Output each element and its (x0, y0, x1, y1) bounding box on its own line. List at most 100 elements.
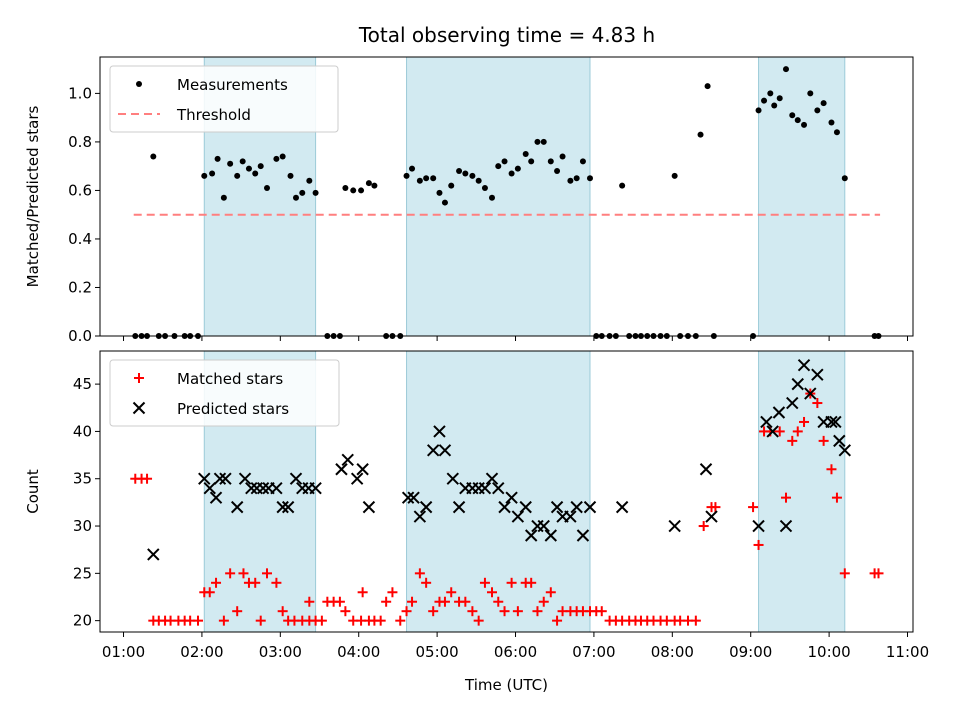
bottom-matched-point (780, 492, 791, 503)
bottom-matched-point (873, 568, 884, 579)
bottom-predicted-point (245, 481, 258, 495)
predicted-marker-b (791, 377, 804, 391)
top-measurement-point (365, 180, 372, 187)
top-measurement-point (579, 158, 586, 165)
bottom-predicted-point (699, 463, 713, 476)
top-measurement-point (403, 172, 410, 179)
top-measurement-point (245, 165, 252, 172)
top-panel-ratio: 0.0 0.2 0.4 0.6 0.8 1.0 Matched/Predicted star… (24, 56, 914, 345)
bottom-predicted-point (519, 500, 532, 514)
predicted-marker-b (537, 519, 550, 533)
top-measurement-point (239, 158, 246, 165)
bottom-matched-point (218, 615, 229, 626)
bottom-predicted-point (668, 519, 681, 533)
bottom-matched-point (493, 596, 504, 607)
bottom-matched-point (839, 568, 850, 579)
bottom-matched-point (428, 606, 439, 617)
top-measurement-point (252, 170, 259, 177)
top-measurement-point (273, 155, 280, 162)
top-measurement-point (540, 138, 547, 145)
top-measurement-point (488, 194, 495, 201)
top-measurement-point (227, 160, 234, 167)
top-measurement-point (704, 83, 711, 90)
bottom-predicted-point (419, 500, 433, 514)
predicted-marker-b (699, 463, 713, 476)
bottom-x-tick-label: 05:00 (415, 643, 458, 661)
predicted-marker-b (209, 491, 223, 504)
top-measurement-point (423, 175, 430, 182)
top-y-tick-label: 0.4 (68, 230, 92, 248)
top-shaded-band-1 (406, 56, 591, 337)
bottom-predicted-point (401, 491, 415, 504)
bottom-y-tick-label: 20 (73, 612, 92, 630)
top-measurement-point (495, 163, 502, 170)
top-measurement-point (755, 107, 762, 114)
predicted-marker-b (576, 529, 590, 542)
bottom-predicted-point (213, 472, 227, 485)
predicted-marker-b (407, 491, 420, 504)
top-measurement-point (771, 102, 778, 109)
top-measurement-point (263, 185, 270, 192)
top-measurement-point (358, 187, 365, 194)
bottom-predicted-point (356, 463, 369, 476)
top-y-tick-label: 0.6 (68, 181, 92, 199)
bottom-matched-point (439, 596, 450, 607)
bottom-matched-point (255, 615, 266, 626)
bottom-matched-point (792, 426, 803, 437)
bottom-predicted-point (511, 510, 525, 523)
predicted-marker-b (524, 529, 538, 542)
bottom-matched-point (375, 615, 386, 626)
top-measurement-point (342, 185, 349, 192)
predicted-marker-b (270, 481, 283, 495)
top-measurement-point (350, 187, 357, 194)
bottom-x-tick-label: 03:00 (259, 643, 302, 661)
bottom-legend-marker (132, 401, 146, 415)
bottom-matched-point (142, 473, 153, 484)
predicted-marker-b (811, 368, 824, 381)
top-y-tick-label: 0.0 (68, 327, 92, 345)
top-measurement-point (554, 168, 561, 175)
predicted-marker-b (519, 500, 532, 514)
top-measurement-point (150, 153, 157, 160)
top-measurement-point (462, 170, 469, 177)
bottom-predicted-point (797, 358, 811, 372)
bottom-predicted-point (289, 472, 303, 485)
bottom-matched-point (799, 416, 810, 427)
top-measurement-point (292, 194, 299, 201)
bottom-axes-frame (99, 350, 914, 633)
top-measurement-point (789, 112, 796, 119)
top-measurement-point (441, 199, 448, 206)
top-measurement-point (257, 163, 264, 170)
bottom-shaded-band-2 (758, 350, 846, 633)
predicted-marker-b (825, 415, 838, 429)
predicted-marker-b (198, 472, 211, 485)
bottom-matched-point (277, 606, 288, 617)
predicted-marker-b (419, 500, 433, 514)
bottom-matched-point (192, 615, 203, 626)
predicted-marker-b (766, 425, 779, 438)
predicted-marker-b (356, 463, 369, 476)
bottom-predicted-point (281, 500, 295, 514)
bottom-predicted-point (825, 415, 838, 429)
predicted-marker-b (281, 500, 295, 514)
bottom-predicted-point (544, 529, 558, 542)
top-measurement-point (430, 175, 437, 182)
top-measurement-point (814, 107, 821, 114)
top-measurement-point (234, 172, 241, 179)
predicted-marker-b (833, 434, 846, 448)
top-measurement-point (807, 90, 814, 97)
bottom-predicted-point (811, 368, 824, 381)
top-measurement-point (761, 97, 768, 104)
bottom-x-tick-label: 02:00 (180, 643, 223, 661)
predicted-marker-b (772, 406, 786, 419)
top-measurement-point (782, 66, 789, 73)
bottom-matched-point (211, 577, 222, 588)
predicted-marker-b (668, 519, 681, 533)
predicted-marker-b (760, 415, 773, 429)
bottom-predicted-point (350, 472, 364, 485)
top-measurement-point (547, 158, 554, 165)
predicted-marker-b (797, 358, 811, 372)
bottom-predicted-point (772, 406, 786, 419)
bottom-predicted-point (256, 481, 270, 495)
